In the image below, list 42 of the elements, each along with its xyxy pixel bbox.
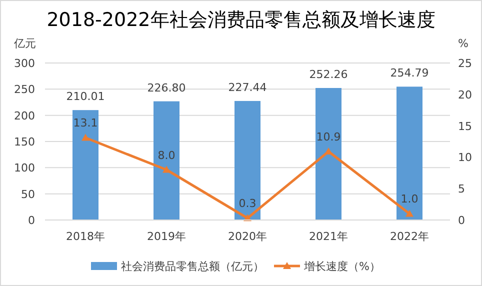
x-tick-label: 2020年 — [228, 230, 267, 243]
y2-tick-label: 0 — [458, 214, 465, 227]
x-tick-label: 2018年 — [66, 230, 105, 243]
y-tick-label: 300 — [14, 57, 35, 70]
y2-tick-label: 15 — [458, 120, 472, 133]
y-tick-label: 100 — [14, 162, 35, 175]
data-label: 252.26 — [309, 68, 348, 81]
y-tick-label: 250 — [14, 83, 35, 96]
legend-label: 社会消费品零售总额（亿元） — [121, 260, 264, 273]
legend-label: 增长速度（%） — [303, 260, 380, 273]
y-axis-title: 亿元 — [13, 37, 36, 50]
x-tick-label: 2019年 — [147, 230, 186, 243]
bar — [234, 100, 260, 220]
y2-tick-label: 25 — [458, 57, 472, 70]
bar — [316, 88, 342, 220]
point — [162, 166, 170, 173]
data-label: 8.0 — [158, 148, 176, 162]
point — [82, 134, 90, 141]
data-label: 13.1 — [73, 116, 98, 130]
y-tick-label: 0 — [28, 214, 35, 227]
chart-title: 2018-2022年社会消费品零售总额及增长速度 — [46, 9, 436, 31]
y-tick-label: 150 — [14, 136, 35, 148]
data-label: 210.01 — [66, 90, 105, 104]
bar — [396, 86, 422, 220]
data-label: 0.3 — [238, 197, 256, 210]
data-label: 226.80 — [147, 81, 186, 94]
y2-axis-title: % — [458, 37, 468, 50]
data-label: 227.44 — [228, 80, 267, 94]
y-tick-label: 200 — [14, 109, 35, 122]
y2-tick-label: 5 — [458, 182, 465, 196]
data-label: 1.0 — [400, 192, 418, 206]
data-label: 254.79 — [390, 66, 429, 80]
y2-tick-label: 20 — [458, 88, 472, 102]
x-tick-label: 2021年 — [309, 230, 348, 243]
data-label: 10.9 — [316, 130, 341, 144]
point — [324, 148, 332, 155]
y-tick-label: 50 — [21, 188, 35, 201]
x-tick-label: 2022年 — [390, 230, 429, 243]
bar — [72, 110, 98, 220]
bar — [154, 101, 180, 220]
y2-tick-label: 10 — [458, 151, 472, 164]
point — [406, 210, 414, 217]
